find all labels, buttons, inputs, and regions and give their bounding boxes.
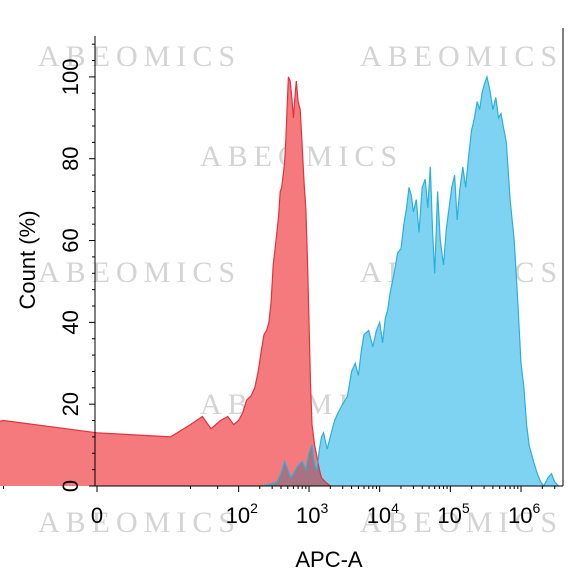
x-tick-label: 104 [367,500,399,528]
x-tick-label: 103 [296,500,328,528]
y-tick-label: 40 [58,310,83,334]
x-axis-title: APC-A [295,547,363,572]
watermark: ABEOMICS [38,40,241,73]
y-axis-title: Count (%) [15,210,40,309]
series-layer [0,74,560,488]
watermark: ABEOMICS [360,506,563,539]
x-tick-label: 106 [508,500,540,528]
axes-layer: 0204060801000102103104105106107.1 [3,28,564,528]
series-area-red [0,76,331,486]
series-area-blue [259,76,559,487]
y-tick-label: 0 [58,480,83,492]
watermark: ABEOMICS [360,40,563,73]
y-tick-label: 80 [58,146,83,170]
watermark: ABEOMICS [38,256,241,289]
watermark: ABEOMICS [38,506,241,539]
y-tick-label: 60 [58,228,83,252]
y-tick-label: 100 [58,59,83,96]
x-tick-label: 0 [91,503,103,528]
series-line-blue [259,74,560,488]
series-line-red [0,76,331,487]
x-tick-label: 105 [437,500,469,528]
y-tick-label: 20 [58,392,83,416]
x-tick-label: 102 [226,500,258,528]
